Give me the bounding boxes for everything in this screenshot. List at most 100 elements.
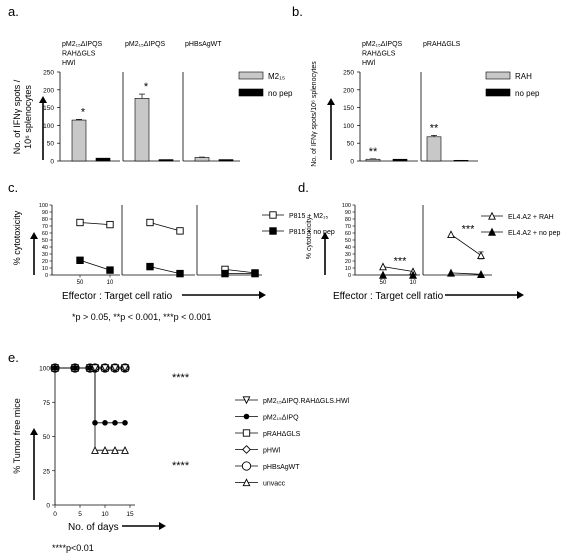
c-legend-marker-0 xyxy=(269,211,277,219)
b-ytick-label-5: 250 xyxy=(343,70,354,77)
c-ytick-label-3: 30 xyxy=(42,252,48,258)
d-ytick-label-8: 80 xyxy=(345,217,351,223)
d-legend-marker-1 xyxy=(487,227,497,236)
c-x-arrow-head xyxy=(259,291,266,299)
c-xtick-label-0: 50 xyxy=(77,280,84,286)
c-point-1-2-1 xyxy=(251,269,259,278)
e-legend-marker-5 xyxy=(242,478,251,487)
d-point-0-1-0 xyxy=(447,230,455,239)
e-point-5-3 xyxy=(91,445,99,454)
d-xtick-label-1: 10 xyxy=(410,280,417,286)
c-ylabel: % cytotoxicity xyxy=(12,210,22,265)
d-ytick-label-9: 90 xyxy=(345,210,351,216)
e-legend-label-5: unvacc xyxy=(263,481,286,488)
c-series-line-1-0 xyxy=(79,259,111,271)
b-ytick-label-4: 200 xyxy=(343,87,354,94)
e-point-1-0 xyxy=(52,365,58,371)
c-point-1-1-1 xyxy=(176,269,184,278)
footnote-c: *p > 0.05, **p < 0.001, ***p < 0.001 xyxy=(72,312,212,322)
c-series-line-0-1 xyxy=(149,222,181,232)
d-point-1-1-1 xyxy=(476,269,486,278)
a-bar-0-0 xyxy=(71,119,87,162)
b-bar-0-1 xyxy=(392,158,408,162)
c-point-0-1-1 xyxy=(176,227,184,235)
c-series-line-0-0 xyxy=(79,222,111,225)
panel-letter-e: e. xyxy=(8,350,19,365)
e-xtick-label-1: 5 xyxy=(78,511,82,518)
d-legend-marker-0 xyxy=(488,211,496,220)
d-point-1-0-1 xyxy=(408,270,418,279)
a-legend-label-1: no pep xyxy=(268,89,293,98)
c-y-arrow-head xyxy=(30,232,38,239)
a-annotation-0: * xyxy=(81,106,86,118)
c-ytick-label-9: 90 xyxy=(42,210,48,216)
e-legend-marker-0 xyxy=(242,396,251,405)
d-point-0-1-1 xyxy=(477,251,485,260)
b-bar-1-1 xyxy=(453,159,469,162)
a-ytick-label-4: 200 xyxy=(43,87,54,94)
d-xlabel: Effector : Target cell ratio xyxy=(333,291,444,302)
d-legend-label-0: EL4.A2 + RAH xyxy=(508,214,554,221)
d-ytick-label-6: 60 xyxy=(345,231,351,237)
b-group-label-1-0: pRAHΔGLS xyxy=(423,41,461,48)
b-annotation-1: ** xyxy=(430,122,439,134)
d-series-line-0-1 xyxy=(450,234,482,256)
b-bar-1-0 xyxy=(426,136,442,162)
e-ytick-label-4: 100 xyxy=(39,366,50,373)
d-annotation-1: *** xyxy=(462,223,476,235)
b-ylabel: No. of IFNγ spots/10⁶ splenocytes xyxy=(311,61,318,167)
c-ytick-label-5: 50 xyxy=(42,238,48,244)
c-point-0-1-0 xyxy=(146,218,154,227)
c-ytick-label-2: 20 xyxy=(42,259,48,265)
e-point-5-5 xyxy=(111,445,119,454)
e-point-1-5 xyxy=(112,420,118,426)
e-legend-label-0: pM2₁₅ΔIPQ.RAHΔGLS.HWl xyxy=(263,398,350,405)
footnote-e: ****p<0.01 xyxy=(52,543,94,553)
e-annotation-1: **** xyxy=(172,460,190,472)
a-bar-0-1 xyxy=(95,157,111,162)
b-legend-swatch-0 xyxy=(485,71,511,80)
e-legend-marker-4 xyxy=(241,461,252,471)
a-annotation-1: * xyxy=(144,81,149,93)
b-ytick-label-3: 150 xyxy=(343,105,354,112)
d-point-1-1-0 xyxy=(446,268,456,277)
c-ytick-label-8: 80 xyxy=(42,217,48,223)
d-ytick-label-7: 70 xyxy=(345,224,351,230)
e-xlabel: No. of days xyxy=(68,522,119,533)
a-ylabel-line2: 10⁶ splenocytes xyxy=(23,85,33,149)
panel-letter-d: d. xyxy=(298,180,309,195)
e-legend-label-1: pM2₁₅ΔIPQ xyxy=(263,415,299,422)
c-xlabel: Effector : Target cell ratio xyxy=(62,291,173,302)
c-xtick-label-1: 10 xyxy=(107,280,114,286)
c-legend-label-1: P815 + no pep xyxy=(289,229,335,236)
e-point-1-4 xyxy=(102,420,108,426)
e-legend-label-3: pHWl xyxy=(263,448,281,455)
e-point-1-2 xyxy=(87,365,93,371)
b-legend-label-0: RAH xyxy=(515,72,532,81)
e-point-1-3 xyxy=(92,420,98,426)
e-point-5-6 xyxy=(121,445,129,454)
c-point-1-0-1 xyxy=(106,266,114,274)
d-point-0-0-0 xyxy=(379,262,387,271)
d-series-line-1-1 xyxy=(450,272,482,275)
c-ytick-label-1: 10 xyxy=(42,266,48,272)
c-legend-label-0: P815 + M2₁₅ xyxy=(289,213,328,220)
c-point-0-0-1 xyxy=(106,220,114,229)
b-group-label-0-2: HWl xyxy=(362,60,376,67)
e-point-0-6 xyxy=(121,364,129,373)
b-ytick-label-2: 100 xyxy=(343,123,354,130)
panel-letter-b: b. xyxy=(292,4,303,19)
d-legend-label-1: EL4.A2 + no pep xyxy=(508,230,560,237)
a-legend-swatch-0 xyxy=(238,71,264,80)
a-bar-2-1 xyxy=(218,159,234,162)
a-y-arrow-head xyxy=(39,96,47,103)
e-ytick-label-2: 50 xyxy=(43,434,51,441)
e-legend-label-4: pHBsAgWT xyxy=(263,464,300,471)
e-xtick-label-3: 15 xyxy=(126,511,134,518)
d-ytick-label-1: 10 xyxy=(345,266,351,272)
a-ylabel-line1: No. of IFNγ spots / xyxy=(12,79,22,154)
c-ytick-label-4: 40 xyxy=(42,245,48,251)
a-group-label-0-2: HWl xyxy=(62,60,76,67)
b-ytick-label-1: 50 xyxy=(347,141,355,148)
